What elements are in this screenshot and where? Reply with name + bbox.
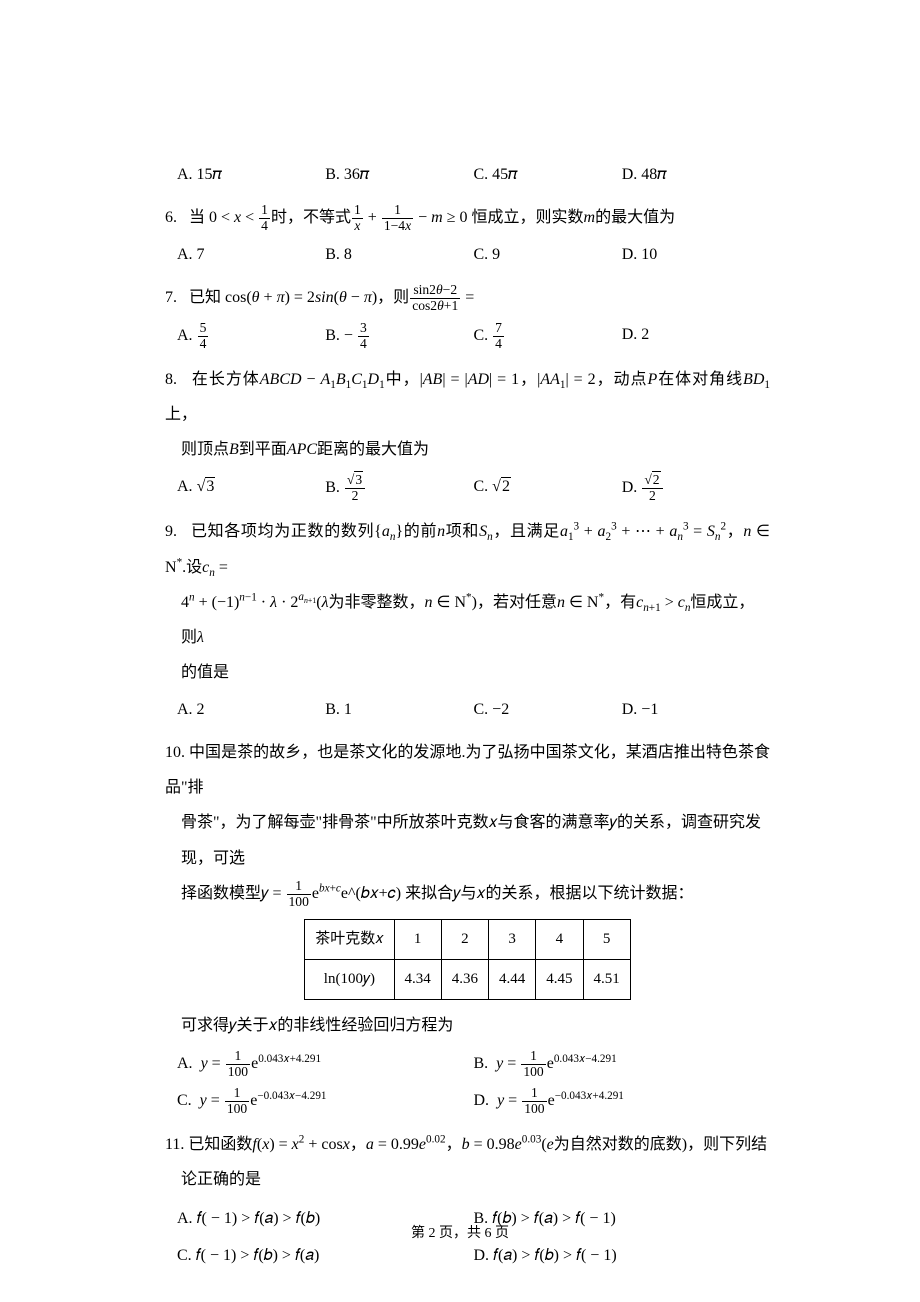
q10-line2: 骨茶"，为了解每壶"排骨茶"中所放茶叶克数𝑥与食客的满意率𝑦的关系，调查研究发现… bbox=[181, 805, 770, 875]
question-6: 6. 当 0 < x < 14时，不等式1x + 11−4x − m ≥ 0 恒… bbox=[165, 200, 770, 270]
q5-opt-a: A. 15𝜋 bbox=[177, 161, 325, 190]
question-10: 10. 中国是茶的故乡，也是茶文化的发源地.为了弘扬中国茶文化，某酒店推出特色茶… bbox=[165, 735, 770, 1117]
q6-opt-b: B. 8 bbox=[325, 241, 473, 270]
q10-opt-b: B. y = 1100e0.043𝑥−4.291 bbox=[474, 1049, 771, 1080]
q7-opt-b: B. − 34 bbox=[325, 321, 473, 352]
q10-line3: 择函数模型𝑦 = 1100ebx+ce^(𝑏𝑥+𝑐) 来拟合𝑦与𝑥的关系，根据以… bbox=[181, 876, 770, 911]
question-8: 8. 在长方体ABCD − A1B1C1D1中，|AB| = |AD| = 1，… bbox=[165, 362, 770, 504]
page-footer: 第 2 页，共 6 页 bbox=[0, 1222, 920, 1242]
q8-opt-d: D. 22 bbox=[622, 473, 770, 504]
question-7: 7. 已知 cos(θ + π) = 2sin(θ − π)，则sin2θ−2c… bbox=[165, 280, 770, 352]
q9-opt-b: B. 1 bbox=[325, 696, 473, 725]
q10-line4: 可求得𝑦关于𝑥的非线性经验回归方程为 bbox=[181, 1008, 770, 1043]
q10-opt-a: A. y = 1100e0.043𝑥+4.291 bbox=[177, 1049, 474, 1080]
q11-line2: 论正确的是 bbox=[181, 1162, 770, 1197]
q5-opt-d: D. 48𝜋 bbox=[622, 161, 770, 190]
q6-number: 6. bbox=[165, 209, 177, 226]
q11-number: 11. bbox=[165, 1136, 184, 1153]
question-11: 11. 已知函数f(x) = x2 + cosx，a = 0.99e0.02，b… bbox=[165, 1127, 770, 1271]
q9-opt-c: C. −2 bbox=[474, 696, 622, 725]
q6-opt-a: A. 7 bbox=[177, 241, 325, 270]
q8-opt-c: C. 2 bbox=[474, 473, 622, 504]
q5-opt-b: B. 36𝜋 bbox=[325, 161, 473, 190]
q10-line1: 中国是茶的故乡，也是茶文化的发源地.为了弘扬中国茶文化，某酒店推出特色茶食品"排 bbox=[165, 744, 770, 796]
q5-opt-c: C. 45𝜋 bbox=[474, 161, 622, 190]
q7-opt-d: D. 2 bbox=[622, 321, 770, 352]
q9-line3: 的值是 bbox=[181, 655, 770, 690]
q10-number: 10. bbox=[165, 744, 185, 761]
q9-number: 9. bbox=[165, 523, 177, 540]
q9-line2: 4n + (−1)n−1 · λ · 2an+1(λ为非零整数，n ∈ N*)，… bbox=[181, 585, 770, 655]
q6-opt-c: C. 9 bbox=[474, 241, 622, 270]
q10-opt-d: D. y = 1100e−0.043𝑥+4.291 bbox=[474, 1086, 771, 1117]
q8-line2: 则顶点B到平面APC距离的最大值为 bbox=[181, 432, 770, 467]
q10-opt-c: C. y = 1100e−0.043𝑥−4.291 bbox=[177, 1086, 474, 1117]
q8-opt-a: A. 3 bbox=[177, 473, 325, 504]
q11-opt-c: C. 𝑓( − 1) > 𝑓(𝑏) > 𝑓(𝑎) bbox=[177, 1242, 474, 1271]
table-row: ln(100𝑦) 4.34 4.36 4.44 4.45 4.51 bbox=[305, 960, 631, 1000]
question-5-options: A. 15𝜋 B. 36𝜋 C. 45𝜋 D. 48𝜋 bbox=[165, 161, 770, 190]
table-row: 茶叶克数𝑥 1 2 3 4 5 bbox=[305, 920, 631, 960]
question-9: 9. 已知各项均为正数的数列{an}的前n项和Sn，且满足a13 + a23 +… bbox=[165, 514, 770, 725]
q7-number: 7. bbox=[165, 289, 177, 306]
q7-opt-c: C. 74 bbox=[474, 321, 622, 352]
page-body: A. 15𝜋 B. 36𝜋 C. 45𝜋 D. 48𝜋 6. 当 0 < x <… bbox=[0, 0, 920, 1271]
q10-table: 茶叶克数𝑥 1 2 3 4 5 ln(100𝑦) 4.34 4.36 4.44 … bbox=[304, 919, 631, 1000]
q9-opt-a: A. 2 bbox=[177, 696, 325, 725]
q11-opt-d: D. 𝑓(𝑎) > 𝑓(𝑏) > 𝑓( − 1) bbox=[474, 1242, 771, 1271]
q7-opt-a: A. 54 bbox=[177, 321, 325, 352]
q6-opt-d: D. 10 bbox=[622, 241, 770, 270]
q9-opt-d: D. −1 bbox=[622, 696, 770, 725]
q8-opt-b: B. 32 bbox=[325, 473, 473, 504]
q8-number: 8. bbox=[165, 371, 177, 388]
